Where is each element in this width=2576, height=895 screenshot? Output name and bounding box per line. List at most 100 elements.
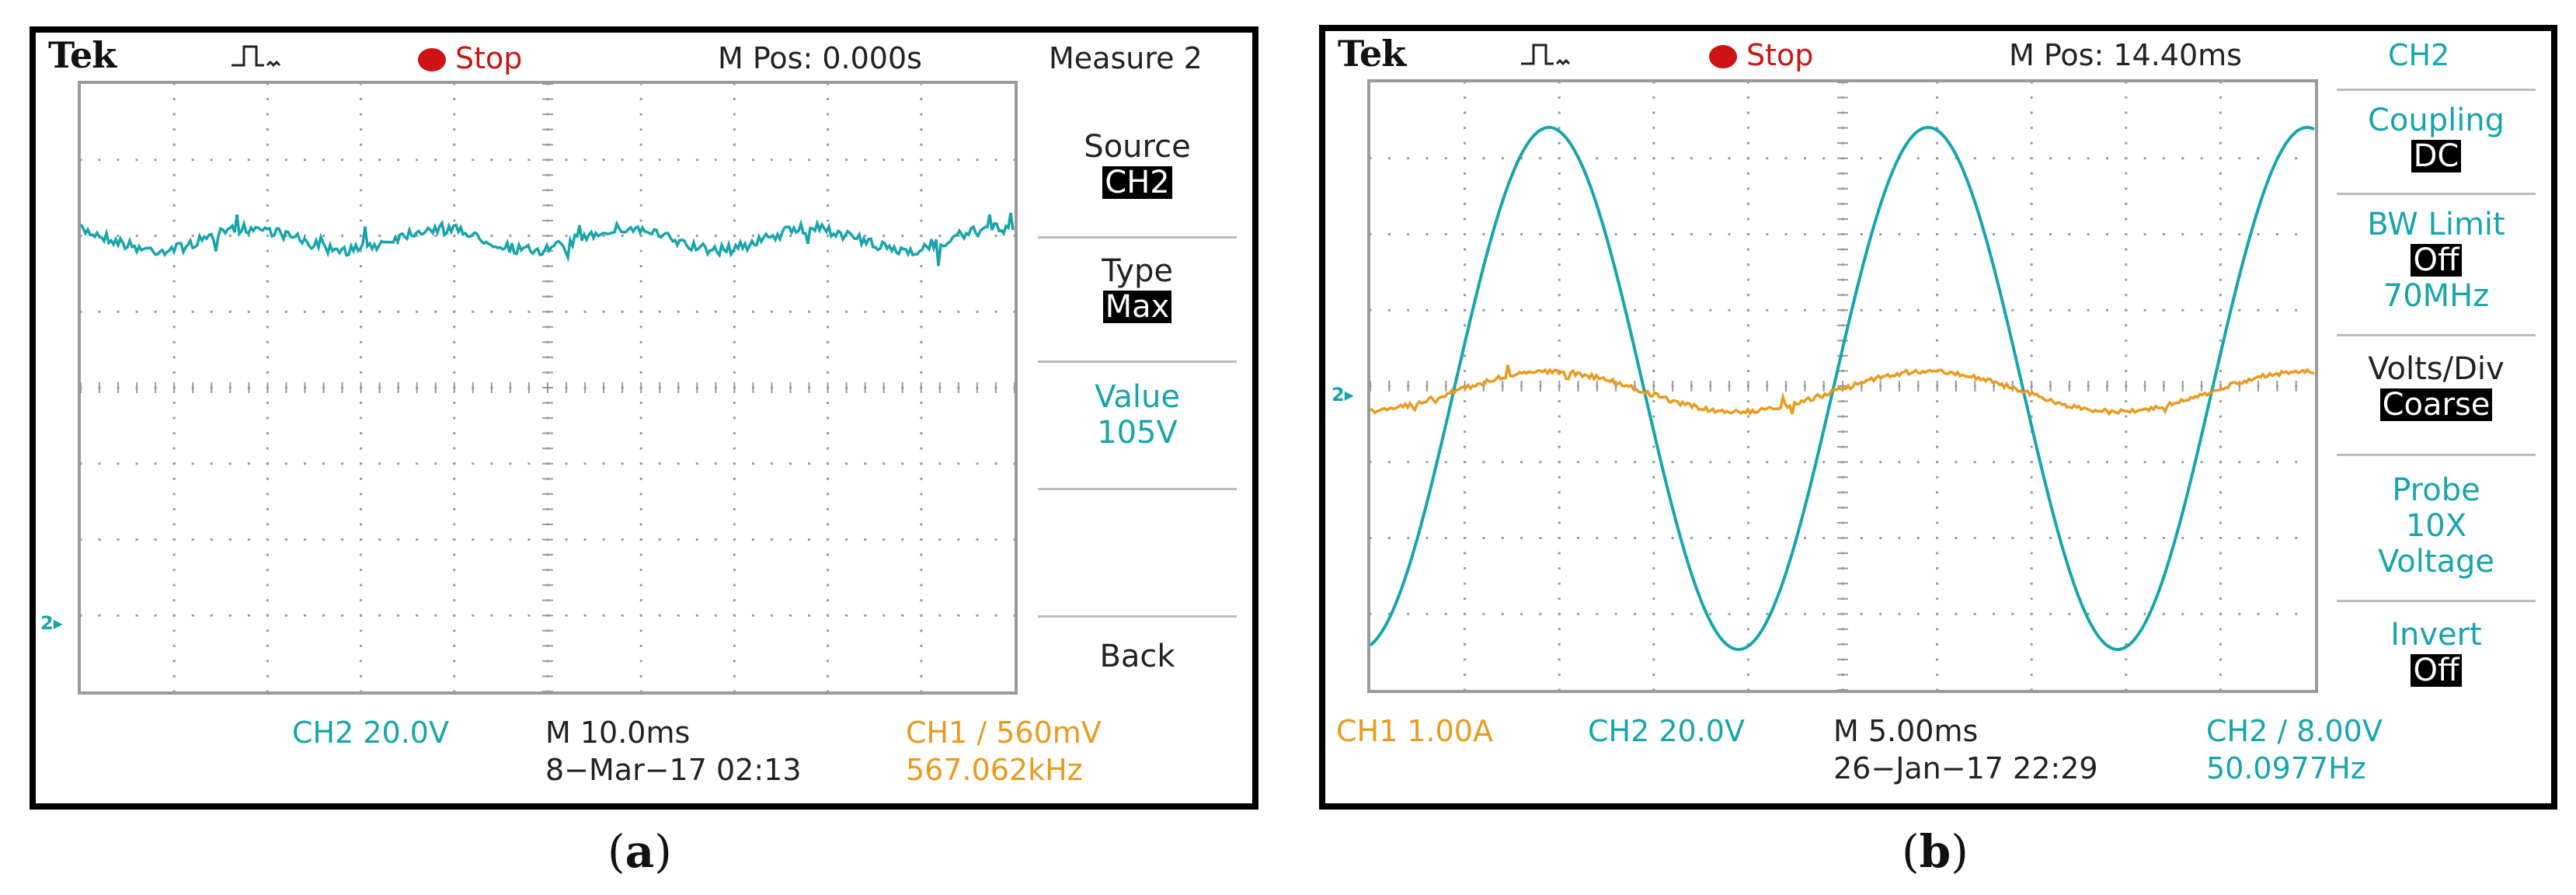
menu-bw-limit-value: Off — [2411, 244, 2462, 277]
grid-dot — [2162, 461, 2165, 464]
grid-dot — [1558, 628, 1561, 631]
grid-dot — [360, 158, 363, 162]
grid-dot — [1558, 111, 1561, 114]
grid-dot — [827, 128, 830, 131]
grid-dot — [920, 599, 923, 602]
grid-dot — [1369, 461, 1372, 464]
menu-invert[interactable]: Invert Off — [2321, 617, 2551, 688]
grid-dot — [1464, 461, 1467, 464]
grid-dot — [639, 477, 642, 480]
grid-dot — [1936, 294, 1939, 297]
grid-dot — [453, 644, 456, 647]
grid-dot — [453, 599, 456, 602]
grid-dot — [172, 326, 176, 329]
grid-dot — [453, 553, 456, 556]
grid-dot — [2125, 612, 2128, 615]
grid-dot — [565, 158, 568, 162]
grid-dot — [2049, 461, 2052, 464]
grid-dot — [172, 219, 176, 222]
grid-dot — [1936, 127, 1939, 130]
menu-bw-limit[interactable]: BW Limit Off 70MHz — [2321, 207, 2551, 314]
menu-volts-div-value: Coarse — [2379, 388, 2493, 421]
grid-dot — [1766, 612, 1769, 615]
grid-dot — [2030, 308, 2033, 312]
run-state[interactable]: Stop — [455, 41, 523, 75]
grid-dot — [1464, 552, 1467, 555]
grid-dot — [2030, 81, 2033, 84]
menu-volts-div[interactable]: Volts/Div Coarse — [2321, 351, 2551, 423]
grid-dot — [827, 538, 830, 541]
grid-dot — [509, 158, 512, 162]
grid-dot — [360, 340, 363, 343]
grid-dot — [920, 173, 923, 176]
grid-dot — [2181, 612, 2184, 615]
menu-type[interactable]: Type Max — [1022, 253, 1252, 325]
grid-dot — [135, 538, 138, 541]
grid-dot — [639, 674, 642, 677]
grid-dot — [416, 614, 419, 617]
grid-dot — [341, 235, 344, 237]
grid-dot — [2125, 111, 2128, 114]
grid-dot — [677, 614, 680, 617]
grid-dot — [827, 614, 830, 617]
menu-coupling[interactable]: Coupling DC — [2321, 103, 2551, 174]
grid-dot — [920, 507, 923, 510]
grid-dot — [583, 538, 587, 541]
grid-dot — [172, 265, 176, 268]
grid-dot — [453, 569, 456, 572]
grid-dot — [1501, 612, 1504, 615]
grid-dot — [1013, 158, 1016, 162]
grid-dot — [2030, 445, 2033, 448]
menu-source-value: CH2 — [1102, 166, 1172, 199]
grid-dot — [1558, 187, 1561, 190]
grid-dot — [1936, 111, 1939, 114]
grid-dot — [2219, 111, 2222, 114]
grid-dot — [172, 189, 176, 192]
grid-dot — [639, 462, 642, 465]
menu-source[interactable]: Source CH2 — [1022, 129, 1252, 200]
grid-dot — [1746, 628, 1749, 631]
grid-dot — [2125, 81, 2128, 84]
grid-dot — [1558, 506, 1561, 509]
grid-dot — [453, 82, 456, 85]
grid-dot — [172, 416, 176, 420]
run-state[interactable]: Stop — [1746, 38, 1814, 72]
grid-dot — [453, 447, 456, 450]
grid-dot — [827, 402, 830, 405]
grid-dot — [1879, 233, 1882, 235]
grid-dot — [770, 158, 773, 162]
grid-dot — [1652, 612, 1655, 615]
menu-probe[interactable]: Probe 10X Voltage — [2321, 472, 2551, 580]
grid-dot — [1973, 537, 1976, 539]
grid-dot — [1803, 233, 1806, 235]
grid-dot — [1558, 278, 1561, 281]
grid-dot — [733, 82, 736, 85]
grid-dot — [453, 538, 456, 541]
grid-dot — [882, 614, 886, 617]
grid-dot — [266, 280, 269, 283]
grid-dot — [135, 462, 138, 465]
grid-dot — [808, 462, 811, 465]
grid-dot — [2125, 354, 2128, 357]
grid-dot — [1652, 658, 1655, 661]
grid-dot — [527, 614, 531, 617]
grid-dot — [1746, 415, 1749, 418]
grid-dot — [434, 538, 437, 541]
menu-back[interactable]: Back — [1022, 639, 1252, 674]
grid-dot — [360, 583, 363, 587]
grid-dot — [266, 674, 269, 677]
grid-dot — [1652, 141, 1655, 145]
grid-dot — [154, 614, 157, 617]
grid-dot — [639, 371, 642, 374]
grid-dot — [1652, 263, 1655, 266]
grid-dot — [2125, 658, 2128, 661]
grid-dot — [2125, 172, 2128, 175]
grid-dot — [695, 310, 698, 313]
grid-dot — [994, 235, 997, 237]
grid-dot — [172, 143, 176, 146]
grid-dot — [1822, 612, 1826, 615]
grid-dot — [472, 158, 475, 162]
grid-dot — [920, 310, 923, 313]
grid-dot — [2125, 582, 2128, 585]
grid-dot — [920, 462, 923, 465]
